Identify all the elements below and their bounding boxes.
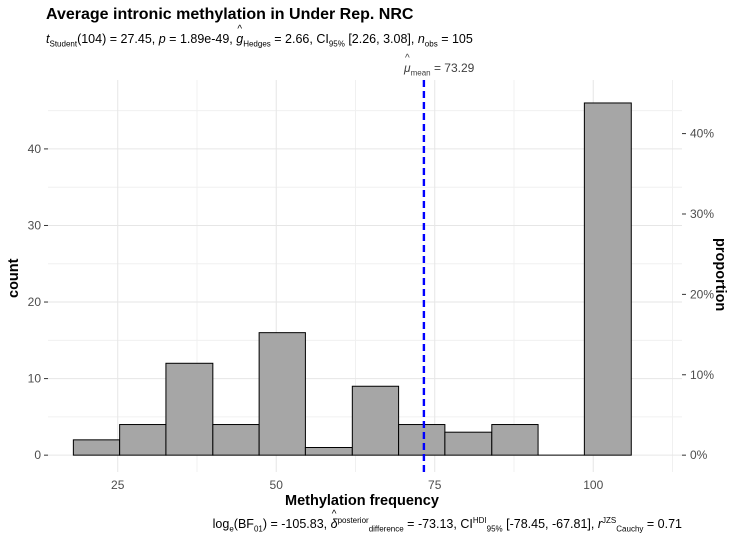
secondary-y-axis: 0% 10% 20% 30% 40%: [682, 127, 714, 462]
y-tick-label: 20: [28, 295, 42, 309]
bf-subscript: 01: [253, 524, 263, 534]
p-symbol: p: [158, 32, 166, 46]
histogram-bar: [72, 439, 121, 456]
ci-hdi-value: [-78.45, -67.81],: [506, 517, 595, 531]
delta-superscript: posterior: [337, 515, 369, 525]
mu-symbol: μ: [404, 53, 411, 75]
secondary-y-axis-label: proportion: [712, 238, 728, 312]
y2-tick-label: 10%: [690, 368, 714, 382]
log-text: log: [212, 517, 230, 531]
delta-value: = -73.13, CI: [407, 517, 473, 531]
t-symbol: t: [46, 32, 50, 46]
r-superscript: JZS: [602, 515, 617, 525]
x-tick-label: 100: [583, 478, 603, 492]
x-tick-label: 25: [111, 478, 125, 492]
y2-tick-label: 20%: [690, 287, 714, 301]
n-symbol: n: [417, 32, 425, 46]
bf-text: (BF: [233, 517, 254, 531]
histogram-bar: [212, 424, 260, 456]
histogram-bar: [119, 424, 167, 456]
ci-hdi-subscript: 95%: [486, 524, 503, 534]
histogram-bars: [72, 102, 632, 456]
r-subscript: Cauchy: [616, 524, 644, 534]
y-axis: 0 10 20 30 40: [28, 142, 48, 462]
histogram-bar: [351, 385, 400, 456]
y2-tick-label: 0%: [690, 448, 708, 462]
chart-caption: loge(BF01) = -105.83, δposteriordifferen…: [212, 509, 682, 534]
histogram-bar: [165, 362, 214, 456]
log-subscript: e: [229, 524, 234, 534]
histogram-bar: [444, 431, 493, 456]
chart-title: Average intronic methylation in Under Re…: [46, 6, 414, 23]
r-value: = 0.71: [646, 517, 682, 531]
mean-value: = 73.29: [433, 61, 475, 75]
n-subscript: obs: [424, 39, 438, 49]
histogram-bar: [398, 424, 446, 456]
ci-hdi-superscript: HDI: [472, 515, 487, 525]
x-tick-label: 50: [270, 478, 284, 492]
g-subscript: Hedges: [243, 39, 271, 49]
histogram-bar: [491, 424, 539, 456]
bf-value: ) = -105.83,: [262, 517, 328, 531]
mean-label: μmean = 73.29: [404, 53, 475, 78]
g-symbol: g: [236, 24, 243, 46]
histogram-bar: [583, 102, 632, 456]
y-tick-label: 0: [34, 448, 41, 462]
x-axis: 25 50 75 100: [111, 478, 604, 492]
delta-subscript: difference: [368, 524, 404, 534]
y-tick-label: 10: [28, 372, 42, 386]
n-value: = 105: [441, 32, 473, 46]
g-value: = 2.66, CI: [274, 32, 329, 46]
ci-subscript: 95%: [328, 39, 345, 49]
t-value: (104) = 27.45,: [77, 32, 156, 46]
y-axis-label: count: [6, 258, 22, 298]
p-value: = 1.89e-49,: [169, 32, 233, 46]
x-tick-label: 75: [428, 478, 442, 492]
r-symbol: r: [597, 517, 603, 531]
y2-tick-label: 40%: [690, 127, 714, 141]
delta-symbol: δ: [331, 509, 338, 531]
y-tick-label: 40: [28, 142, 42, 156]
histogram-bar: [258, 332, 306, 456]
ci-value: [2.26, 3.08],: [348, 32, 415, 46]
y-tick-label: 30: [28, 218, 42, 232]
histogram-bar: [304, 447, 353, 456]
t-subscript: Student: [49, 39, 78, 49]
x-axis-label: Methylation frequency: [285, 493, 439, 509]
y2-tick-label: 30%: [690, 207, 714, 221]
mu-subscript: mean: [410, 68, 431, 78]
chart-subtitle: tStudent(104) = 27.45, p = 1.89e-49, gHe…: [46, 24, 473, 49]
